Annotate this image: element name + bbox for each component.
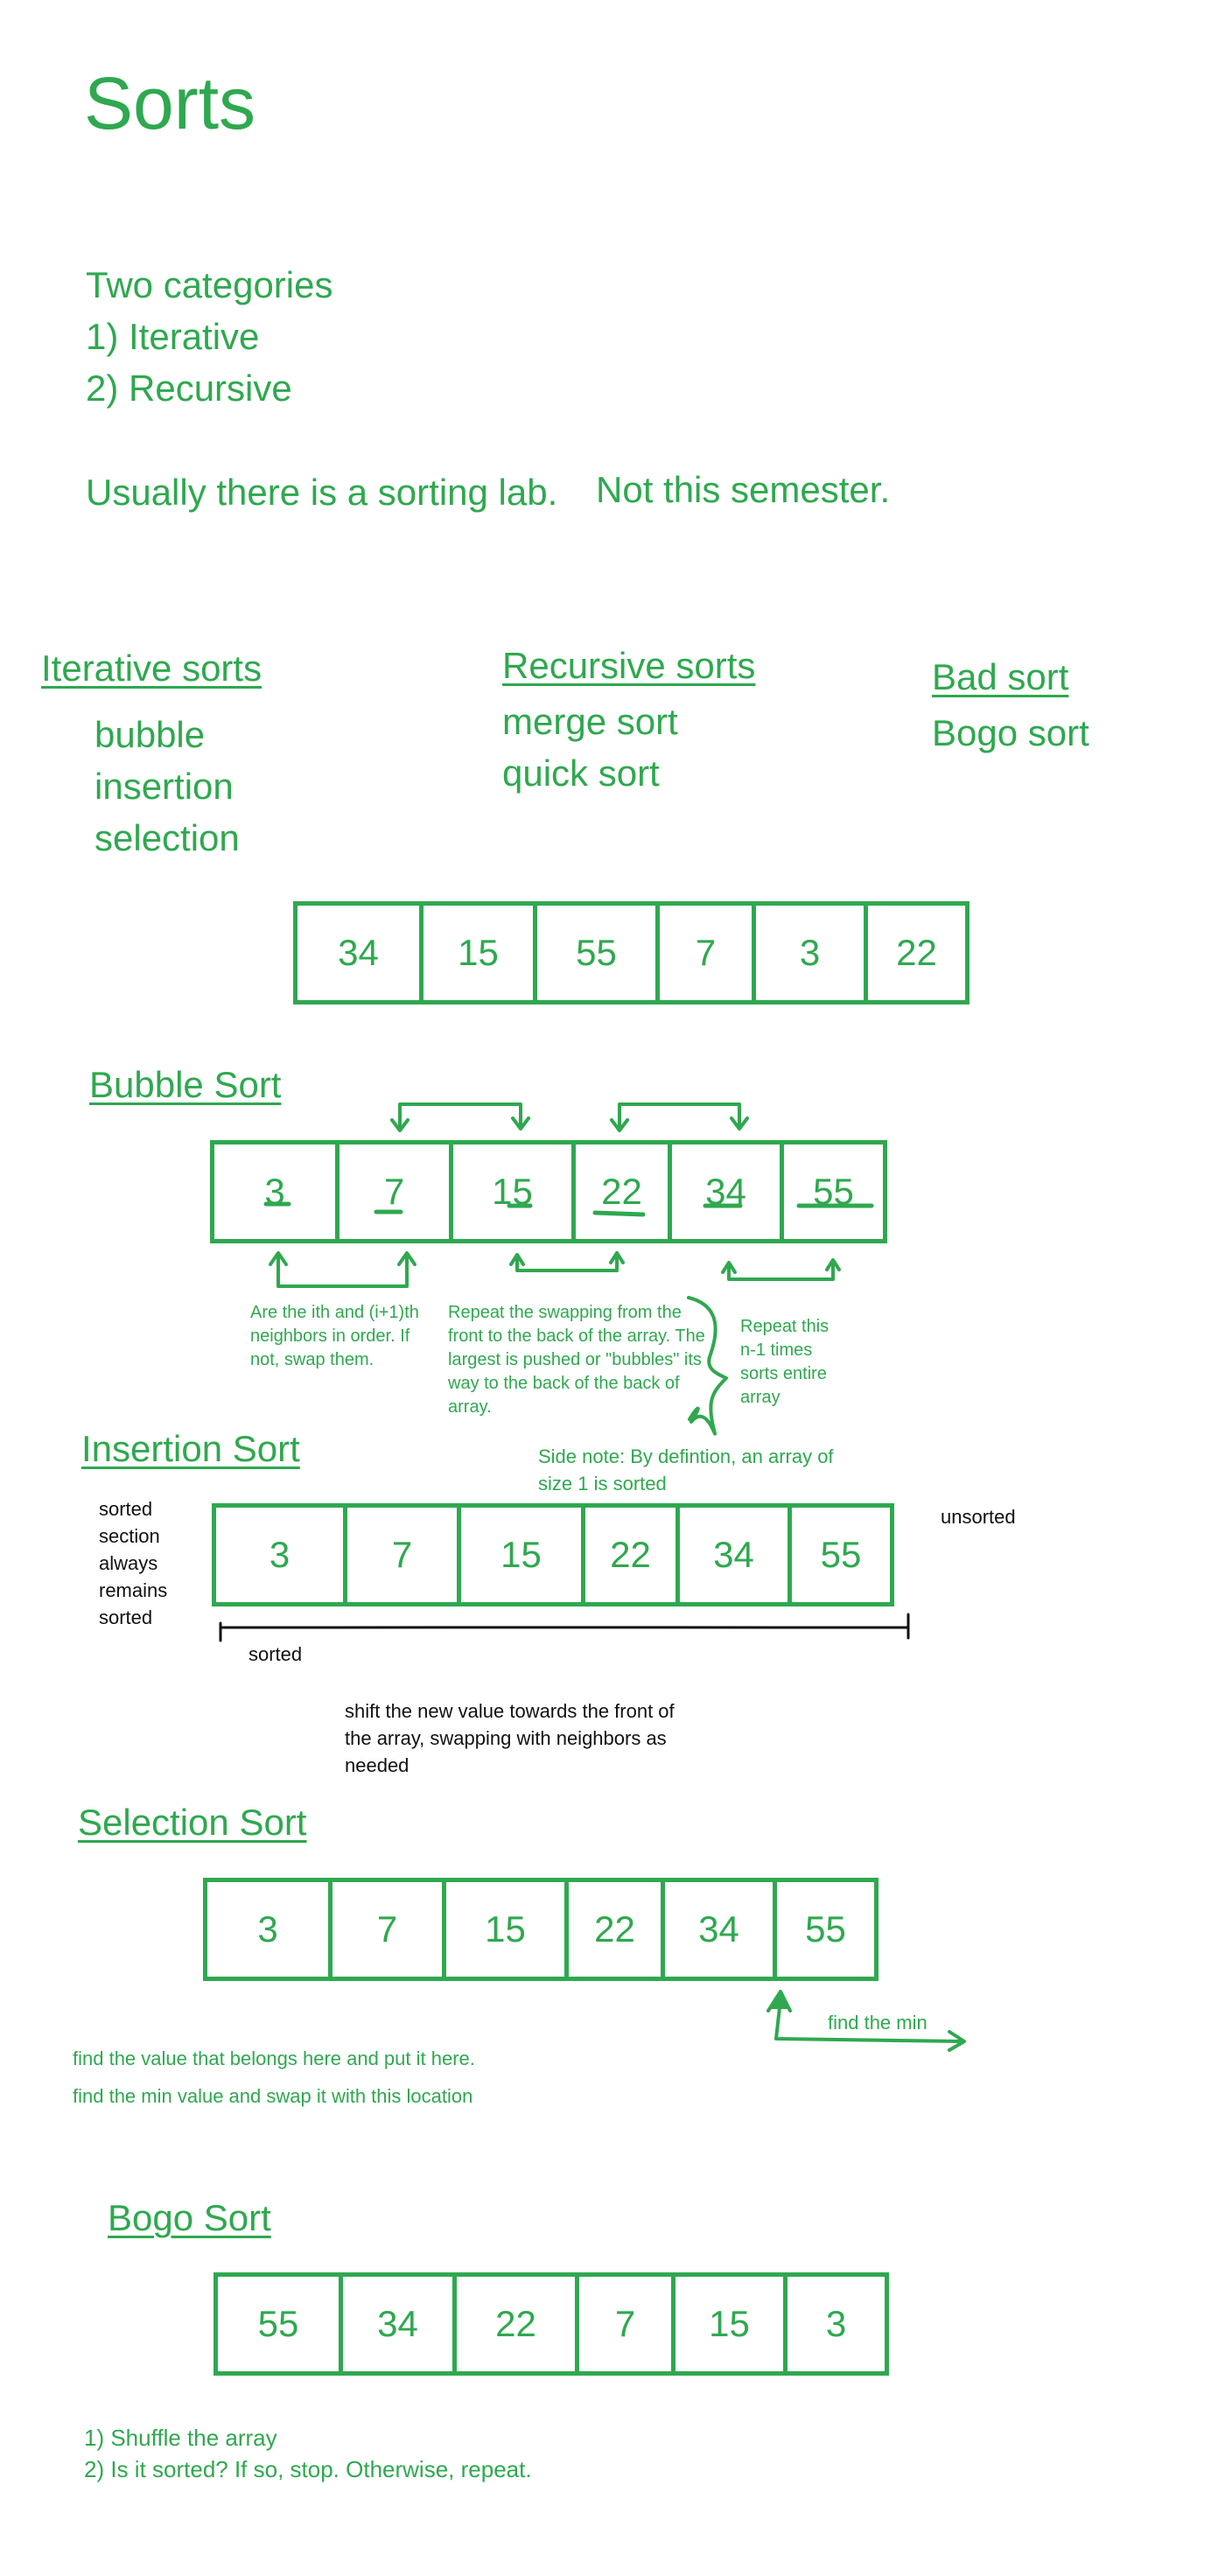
selection-sort-heading: Selection Sort	[78, 1802, 307, 1843]
array-cell: 55	[537, 906, 660, 1000]
array-cell: 22	[569, 1882, 665, 1977]
list-item: bubble	[94, 714, 206, 755]
array-cell: 15	[676, 2277, 788, 2371]
array-cell: 55	[820, 1534, 862, 1575]
bogo-steps: 1) Shuffle the array 2) Is it sorted? If…	[84, 2422, 532, 2485]
array-cell: 15	[461, 1508, 585, 1602]
step-item: 1) Shuffle the array	[84, 2425, 277, 2451]
array-cell: 3	[756, 906, 868, 1000]
array-cell: 34	[680, 1508, 792, 1602]
array-cell: 34	[665, 1882, 777, 1977]
lab-note: Usually there is a sorting lab.	[86, 472, 558, 513]
bad-sort-heading: Bad sort	[932, 656, 1069, 697]
insertion-side-note: Side note: By defintion, an array of siz…	[538, 1446, 834, 1494]
array-cell: 7	[347, 1508, 461, 1602]
page-title: Sorts	[84, 62, 256, 144]
categories-block: Two categories 1) Iterative 2) Recursive	[86, 259, 332, 414]
list-item: Bogo sort	[932, 712, 1089, 753]
array-cell: 34	[343, 2277, 457, 2371]
list-item: merge sort	[502, 701, 678, 742]
step-item: 2) Is it sorted? If so, stop. Otherwise,…	[84, 2456, 532, 2482]
note-line: sorted	[99, 1498, 153, 1520]
array-cell: 22	[576, 1144, 672, 1239]
array-cell: 55	[218, 2277, 343, 2371]
categories-heading: Two categories	[86, 264, 333, 305]
bogo-sort-heading: Bogo Sort	[108, 2197, 271, 2238]
array-cell: 3	[207, 1882, 332, 1977]
note-line: section	[99, 1525, 160, 1547]
list-item: insertion	[94, 766, 234, 807]
array-cell: 7	[340, 1144, 453, 1239]
array-cell: 7	[332, 1882, 446, 1977]
array-cell: 3	[216, 1508, 347, 1602]
array-cell: 15	[446, 1882, 569, 1977]
iterative-sorts-list: bubble insertion selection	[94, 709, 240, 864]
example-array: 34 15 55 7 3 22	[293, 901, 970, 1004]
array-cell: 7	[660, 906, 756, 1000]
array-cell: 34	[298, 906, 424, 1000]
bubble-note-times: Repeat this n-1 times sorts entire array	[740, 1317, 830, 1407]
bubble-note-repeat: Repeat the swapping from the front to th…	[448, 1303, 705, 1417]
bubble-sort-heading: Bubble Sort	[89, 1064, 282, 1105]
category-iterative: 1) Iterative	[86, 316, 260, 357]
array-cell: 3	[214, 1144, 340, 1239]
recursive-sorts-heading: Recursive sorts	[502, 645, 756, 686]
array-cell: 22	[896, 932, 937, 973]
selection-array: 3 7 15 22 34 55	[203, 1878, 878, 1981]
list-item: selection	[94, 817, 240, 858]
bubble-note-neighbors: Are the ith and (i+1)th neighbors in ord…	[250, 1303, 419, 1369]
note-line: always	[99, 1552, 158, 1574]
bad-sort-list: Bogo sort	[932, 707, 1089, 759]
note-line: sorted	[99, 1606, 153, 1628]
unsorted-label: unsorted	[941, 1506, 1016, 1528]
insertion-shift-note: shift the new value towards the front of…	[345, 1700, 675, 1776]
selection-note-1: find the value that belongs here and put…	[73, 2048, 475, 2069]
array-cell: 22	[585, 1508, 680, 1602]
array-cell: 22	[457, 2277, 579, 2371]
iterative-sorts-heading: Iterative sorts	[41, 648, 262, 689]
find-min-label: find the min	[828, 2012, 928, 2034]
category-recursive: 2) Recursive	[86, 368, 292, 409]
sorted-label: sorted	[248, 1643, 303, 1665]
note-line: remains	[99, 1579, 168, 1601]
array-cell: 3	[825, 2303, 847, 2344]
recursive-sorts-list: merge sort quick sort	[502, 696, 678, 799]
list-item: quick sort	[502, 752, 660, 794]
bogo-array: 55 34 22 7 15 3	[214, 2272, 889, 2376]
insertion-left-note: sorted section always remains sorted	[99, 1495, 167, 1631]
insertion-array: 3 7 15 22 34 55	[212, 1503, 894, 1606]
lab-note-2: Not this semester.	[596, 469, 891, 510]
array-cell: 7	[579, 2277, 676, 2371]
array-cell: 15	[424, 906, 537, 1000]
selection-note-2: find the min value and swap it with this…	[73, 2085, 473, 2107]
array-cell: 55	[805, 1908, 846, 1950]
insertion-sort-heading: Insertion Sort	[81, 1428, 300, 1469]
